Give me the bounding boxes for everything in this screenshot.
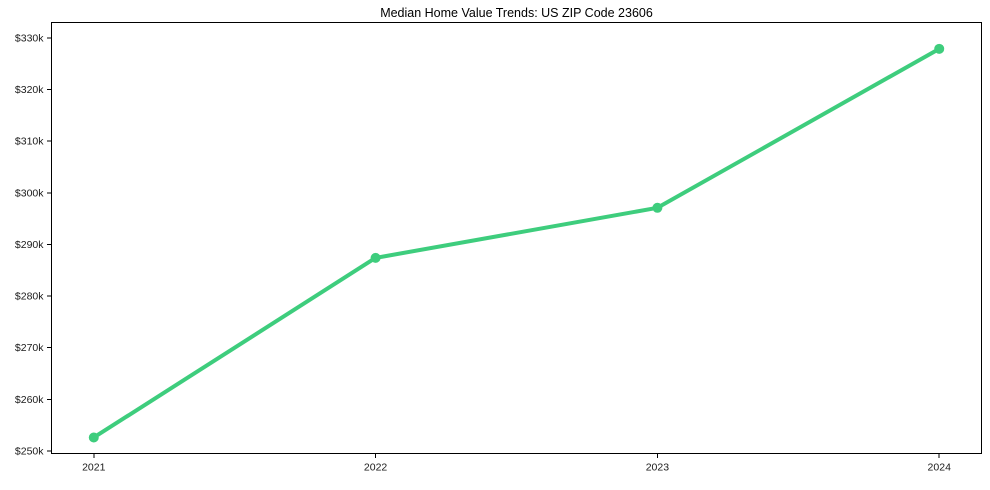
y-axis-tick-label: $270k [15, 342, 44, 354]
trend-line [91, 46, 942, 440]
y-axis-tick-label: $250k [15, 445, 44, 457]
data-point-marker [88, 432, 99, 443]
x-axis-tick-label: 2021 [82, 462, 106, 474]
plot-border [51, 22, 982, 454]
y-axis-tick-label: $260k [15, 394, 44, 406]
y-axis-tick-label: $300k [15, 187, 44, 199]
x-axis-tick-label: 2024 [928, 462, 952, 474]
data-point-marker [934, 43, 945, 54]
chart-title: Median Home Value Trends: US ZIP Code 23… [380, 6, 653, 20]
data-point-marker [370, 252, 381, 263]
y-axis-tick-label: $280k [15, 291, 44, 303]
y-axis-tick-label: $330k [15, 32, 44, 44]
x-axis-tick-label: 2023 [646, 462, 670, 474]
y-axis-tick-label: $290k [15, 239, 44, 251]
x-axis-tick-label: 2022 [364, 462, 388, 474]
y-axis-tick-label: $310k [15, 136, 44, 148]
data-point-marker [652, 202, 663, 213]
y-axis-tick-label: $320k [15, 84, 44, 96]
